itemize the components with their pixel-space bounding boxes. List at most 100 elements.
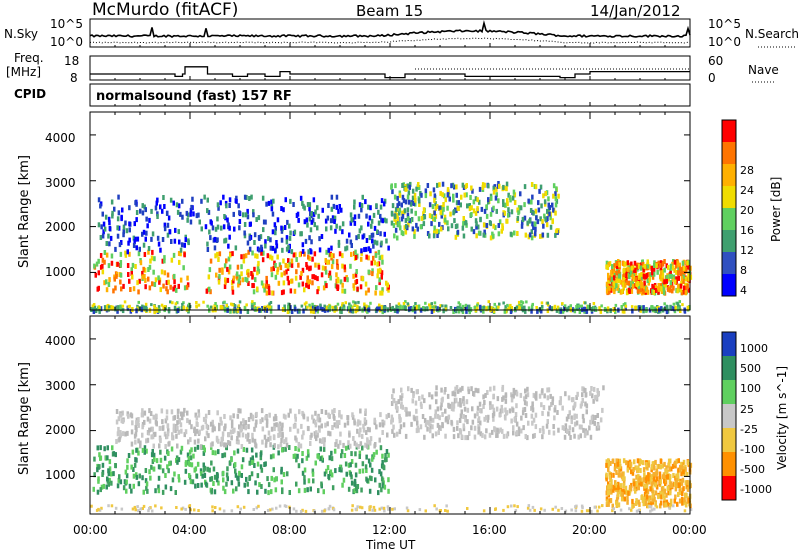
power-cell [407,216,410,222]
power-cell [335,278,338,284]
power-cell [536,219,540,225]
power-cell [243,306,247,311]
velocity-cell [177,429,180,435]
power-cell [170,239,173,244]
power-cell [382,201,386,207]
power-cell [552,207,555,213]
power-cell [295,269,298,275]
power-cell [168,229,172,235]
velocity-cell [607,490,611,495]
power-cell [389,306,393,312]
velocity-cell [273,422,276,428]
power-cell [358,306,361,312]
velocity-cell [272,467,275,473]
power-cell [337,208,340,214]
velocity-cell [682,486,685,492]
power-cell [677,283,680,289]
power-cell [377,261,381,267]
velocity-ground-cell [405,506,409,510]
power-cell [545,190,549,196]
velocity-cell [395,404,398,410]
freq-tick-low: 8 [70,71,78,85]
velocity-cell [411,398,414,404]
velocity-cell [169,486,173,492]
velocity-cell [215,477,219,483]
velocity-cell [650,481,653,487]
power-ground-cell [187,302,191,306]
power-cbar-tick: 12 [740,244,754,257]
velocity-cell [358,420,362,426]
power-cell [116,261,119,267]
velocity-cell [643,496,646,502]
velocity-cell [305,455,309,461]
power-cell [414,197,417,203]
velocity-cell [675,480,678,486]
power-cell [428,213,432,219]
velocity-cell [146,416,150,422]
power-cell [470,185,473,191]
power-ground-cell [397,302,401,306]
velocity-cell [535,391,538,397]
velocity-cell [190,447,193,453]
power-cell [437,229,440,235]
velocity-cell [633,486,636,492]
power-cell [537,207,541,213]
power-cell [642,273,646,279]
velocity-cell [399,417,402,423]
velocity-cell [523,400,527,406]
power-cell [288,262,291,268]
power-cell [387,245,390,251]
velocity-ground-cell [266,509,270,512]
power-cell [373,239,377,245]
power-cell [367,204,370,210]
power-cell [134,200,137,206]
power-cell [111,210,114,216]
power-cell [240,271,243,277]
power-ground-cell [303,302,307,306]
power-cell [443,217,447,223]
power-cell [186,275,189,281]
power-cell [462,216,465,221]
velocity-cell [189,455,193,461]
power-cell [477,224,480,230]
power-cell [97,270,100,276]
velocity-cell [148,427,151,433]
power-cell [661,268,664,274]
power-cell [273,222,277,228]
velocity-ground-cell [531,505,535,509]
power-cell [365,254,368,260]
velocity-cell [344,461,348,467]
velocity-cell [658,463,661,469]
power-cell [375,285,378,291]
velocity-cell [171,435,174,441]
velocity-cell [645,462,648,467]
velocity-cell [541,388,544,394]
velocity-cell [479,420,482,426]
velocity-cell [379,412,382,418]
power-cell [132,235,136,241]
power-cell [210,220,213,226]
velocity-cell [204,436,207,442]
velocity-cell [344,445,348,451]
velocity-cell [584,401,587,407]
power-cell [352,283,355,289]
velocity-cell [482,404,485,409]
power-ground-cell [506,303,509,307]
power-cell [128,237,131,243]
power-cell [116,225,119,231]
velocity-cell [545,423,549,429]
power-ground-cell [525,300,528,304]
power-ground-cell [424,301,427,305]
velocity-cell [677,492,680,497]
power-cell [418,197,421,203]
power-cell [396,195,399,201]
power-cell [611,264,614,270]
power-cell [414,201,417,207]
power-cell [303,287,306,293]
power-cell [246,309,250,314]
power-cell [673,267,676,273]
power-cell [280,206,283,211]
power-cell [105,304,109,310]
power-cell [261,306,264,311]
velocity-cell [330,450,333,456]
